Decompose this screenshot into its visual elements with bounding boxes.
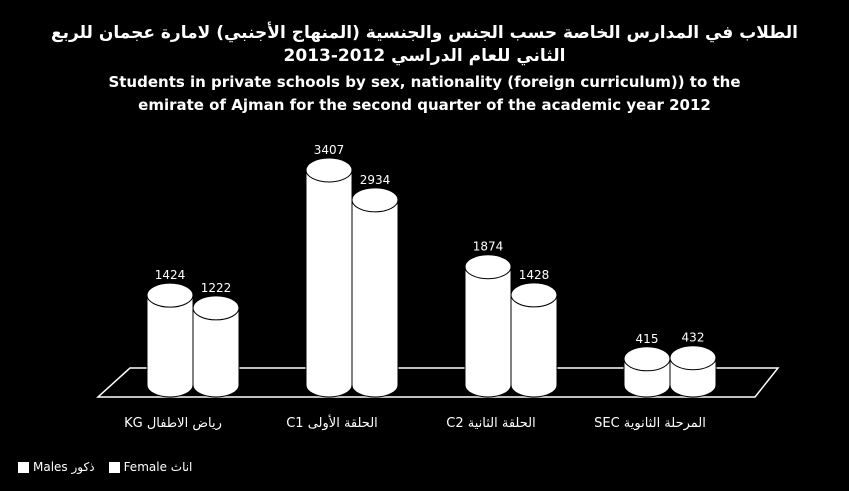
category-label-0: KG رياض الاطفال <box>124 416 222 431</box>
legend-item-female: Female اناث <box>108 460 193 474</box>
legend-label-female: Female اناث <box>123 460 193 474</box>
category-label-2: C2 الحلقة الثانية <box>446 416 535 431</box>
bar-female-1 <box>351 187 399 398</box>
bar-males-0 <box>146 282 194 398</box>
data-label-males-1: 3407 <box>314 143 345 157</box>
legend-item-males: Males ذكور <box>18 460 95 474</box>
bar-males-3 <box>623 346 671 398</box>
data-label-males-3: 415 <box>636 332 659 346</box>
chart-title-arabic-line1: الطلاب في المدارس الخاصة حسب الجنس والجن… <box>51 23 798 43</box>
legend-label-males: Males ذكور <box>33 460 95 474</box>
data-label-males-2: 1874 <box>473 240 504 254</box>
chart-title-english-line2: emirate of Ajman for the second quarter … <box>138 96 711 114</box>
bar-males-2 <box>464 254 512 398</box>
bar-female-2 <box>510 282 558 398</box>
data-label-female-0: 1222 <box>201 281 232 295</box>
legend-swatch-males <box>18 461 29 473</box>
chart-title-arabic-line2: الثاني للعام الدراسي 2012-2013 <box>283 46 566 66</box>
data-label-males-0: 1424 <box>155 268 186 282</box>
category-label-1: C1 الحلقة الأولى <box>286 414 378 431</box>
category-label-3: SEC المرحلة الثانوية <box>594 416 706 431</box>
bar-males-1 <box>305 157 353 398</box>
data-label-female-3: 432 <box>682 331 705 345</box>
chart-title-english-line1: Students in private schools by sex, nati… <box>108 73 741 91</box>
data-label-female-2: 1428 <box>519 268 550 282</box>
legend-swatch-female <box>108 461 120 473</box>
bar-female-3 <box>669 345 717 398</box>
data-label-female-1: 2934 <box>360 173 391 187</box>
bar-female-0 <box>192 295 240 398</box>
legend: Males ذكور Female اناث <box>18 460 192 474</box>
